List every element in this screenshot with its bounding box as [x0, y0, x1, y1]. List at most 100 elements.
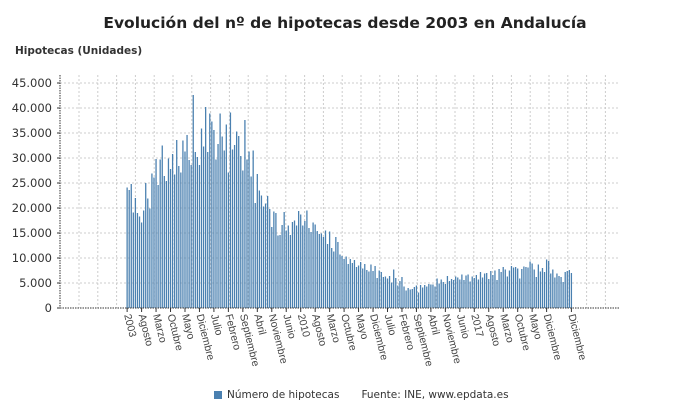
bar — [322, 237, 325, 308]
bar — [473, 278, 475, 308]
x-tick-label: Julio — [208, 313, 225, 337]
bar — [570, 273, 573, 308]
bar — [393, 269, 395, 308]
bar — [161, 145, 163, 308]
bar — [328, 231, 331, 308]
y-tick-label: 5.000 — [19, 276, 52, 290]
bar — [269, 209, 271, 308]
legend: Número de hipotecas Fuente: INE, www.epd… — [214, 389, 509, 401]
bar — [339, 254, 341, 308]
bar — [413, 287, 415, 308]
bar — [306, 210, 308, 308]
bar — [302, 225, 304, 308]
bar — [186, 135, 188, 308]
bar — [200, 128, 203, 308]
bar — [521, 269, 523, 308]
bar — [395, 278, 397, 308]
bar — [256, 174, 258, 308]
bar — [134, 198, 137, 308]
bar — [479, 272, 482, 308]
bar — [378, 270, 380, 308]
bar — [132, 212, 134, 308]
bar — [283, 212, 285, 308]
bar — [293, 220, 296, 308]
bar — [438, 283, 440, 308]
bar — [382, 277, 385, 308]
bar — [457, 277, 459, 308]
bar — [432, 284, 434, 308]
bar — [399, 281, 401, 308]
bar — [409, 289, 411, 308]
bar — [155, 159, 157, 308]
bar — [190, 165, 192, 308]
bar — [229, 112, 232, 308]
bar — [452, 280, 455, 308]
bar — [539, 271, 542, 308]
bar — [506, 276, 508, 308]
bar — [143, 210, 145, 308]
bar — [205, 107, 207, 308]
bar — [333, 251, 335, 308]
legend-swatch — [214, 391, 222, 399]
bar — [448, 281, 451, 308]
x-tick-label: 2003 — [121, 313, 138, 339]
bar — [554, 277, 556, 308]
bar — [250, 176, 252, 308]
bar — [279, 235, 281, 308]
bar — [223, 150, 225, 308]
bar — [564, 272, 566, 308]
bar — [525, 267, 527, 308]
bar — [560, 277, 562, 308]
bar — [444, 284, 446, 308]
y-tick-label: 35.000 — [12, 126, 52, 140]
y-axis-label: Hipotecas (Unidades) — [15, 45, 143, 57]
x-tick-label: Abril — [425, 313, 442, 336]
y-tick-label: 15.000 — [12, 226, 52, 240]
bar — [424, 285, 426, 308]
bar — [192, 95, 194, 308]
bar — [130, 184, 132, 308]
bar — [331, 248, 333, 308]
bar — [364, 264, 366, 308]
bar — [180, 172, 182, 308]
bar — [287, 225, 289, 308]
bar — [496, 280, 498, 308]
bar — [492, 275, 494, 308]
bar — [163, 176, 165, 308]
bar — [353, 260, 356, 308]
bar — [202, 146, 205, 308]
bar — [523, 266, 525, 308]
bar — [405, 290, 407, 308]
bar — [300, 214, 302, 308]
source-note: Fuente: INE, www.epdata.es — [361, 389, 509, 401]
bar — [411, 289, 413, 308]
bar — [198, 165, 201, 308]
bar — [477, 279, 480, 308]
bar — [376, 278, 378, 308]
bar — [459, 279, 461, 308]
bar — [244, 120, 246, 308]
bar — [533, 269, 535, 308]
bar — [368, 271, 370, 308]
x-tick-label: 2010 — [295, 313, 312, 339]
bar — [236, 131, 238, 308]
bar — [320, 233, 323, 308]
bar — [374, 266, 376, 308]
bar — [407, 288, 409, 308]
bar — [167, 158, 170, 308]
bar — [419, 285, 422, 308]
bar — [304, 221, 306, 308]
bar — [370, 264, 372, 308]
x-tick-label: Junio — [280, 313, 298, 340]
bar — [285, 230, 287, 308]
bar — [349, 259, 351, 308]
bar — [260, 195, 263, 308]
bar — [366, 270, 368, 308]
bar — [566, 271, 568, 308]
bar — [281, 225, 283, 308]
x-tick-label: Diciembre — [565, 313, 588, 362]
bar — [442, 282, 444, 308]
bar — [211, 121, 213, 308]
bar — [541, 268, 544, 308]
bar — [529, 261, 531, 308]
